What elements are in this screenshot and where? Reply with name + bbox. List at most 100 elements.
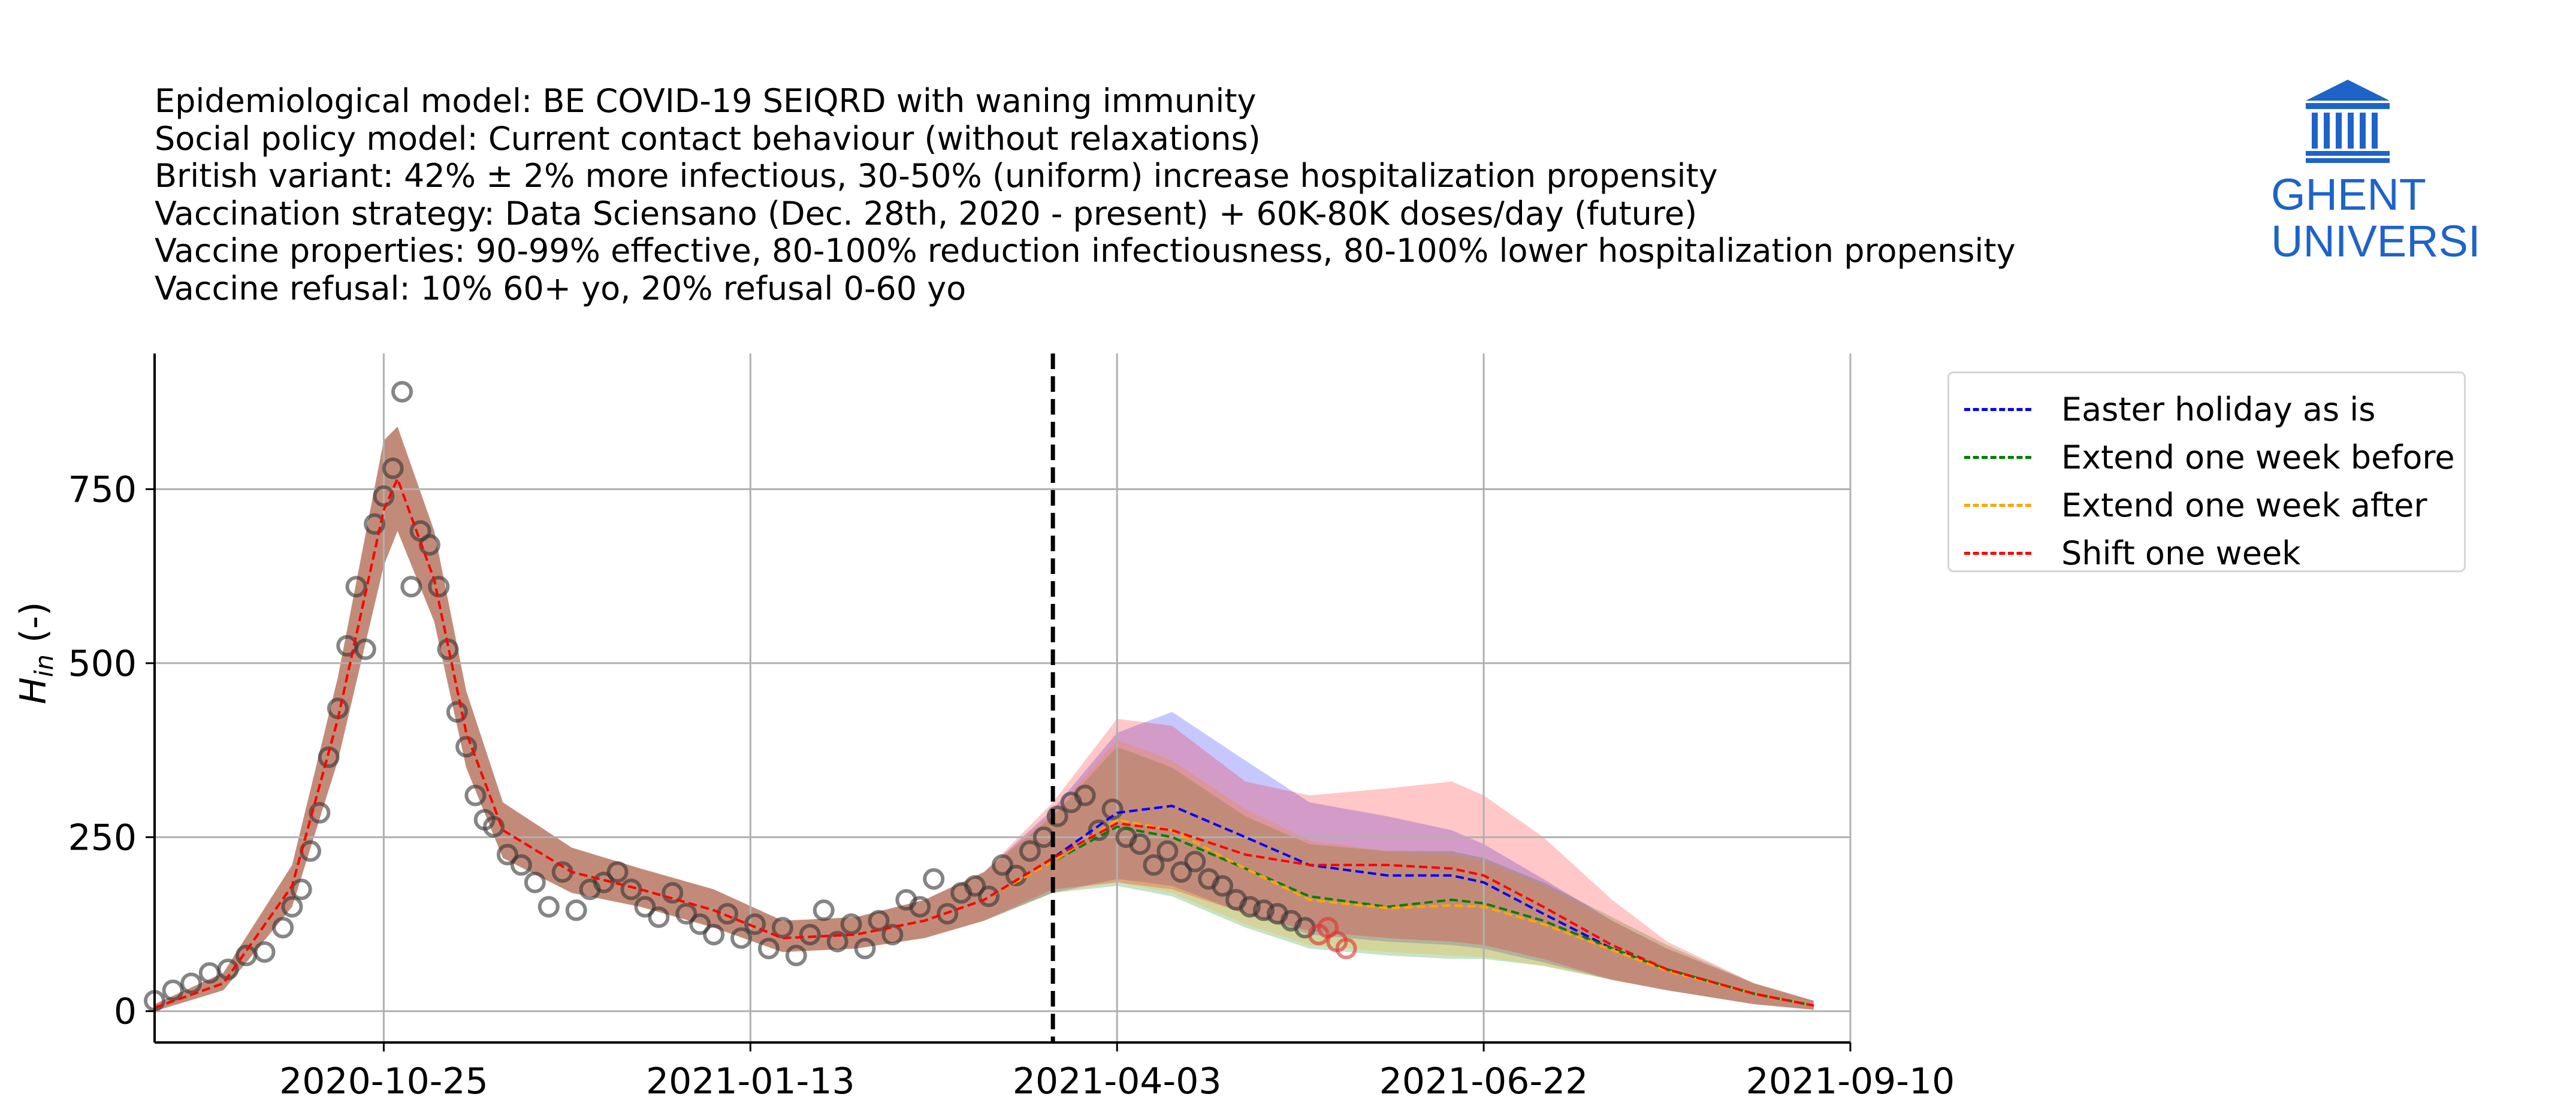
observation-point: [1335, 938, 1357, 960]
observation-point: [1170, 861, 1192, 883]
y-tick-label-1: 250: [68, 817, 137, 859]
header-line-vaccine-refusal: Vaccine refusal: 10% 60+ yo, 20% refusal…: [155, 269, 967, 307]
y-tick-labels: 0 250 500 750: [68, 469, 137, 1033]
y-label-suffix: (-): [13, 602, 55, 655]
observation-point: [923, 868, 945, 890]
legend-swatch-extend-after: [1964, 503, 2031, 507]
observation-point: [799, 923, 821, 945]
observation-point: [840, 913, 862, 935]
grid-lines: [155, 353, 1852, 1042]
observation-point: [648, 906, 670, 928]
header-line-epi: Epidemiological model: BE COVID-19 SEIQR…: [155, 82, 1257, 120]
observation-point: [1088, 819, 1110, 841]
observation-point: [1074, 784, 1096, 806]
observation-point: [744, 913, 766, 935]
x-tick-labels: 2020-10-25 2021-01-13 2021-04-03 2021-06-22…: [279, 1060, 1955, 1100]
observation-point: [1019, 840, 1041, 862]
observation-point: [281, 896, 303, 918]
observation-point: [524, 871, 546, 893]
observation-point: [689, 913, 711, 935]
observation-point: [565, 899, 587, 921]
observation-point: [364, 513, 386, 535]
observation-point: [964, 875, 986, 897]
observation-point: [1184, 850, 1206, 872]
legend-swatch-shift: [1964, 551, 2031, 555]
legend-item-extend-before: Extend one week before: [1964, 433, 2455, 481]
legend-item-extend-after: Extend one week after: [1964, 481, 2427, 529]
observation-point: [496, 844, 518, 866]
university-building-icon: [2306, 80, 2390, 163]
observation-point: [771, 917, 793, 939]
header-line-vaccination: Vaccination strategy: Data Sciensano (De…: [155, 194, 1698, 232]
observation-point: [309, 802, 331, 824]
observation-point: [345, 576, 367, 598]
observation-point: [717, 903, 739, 925]
model-description: Epidemiological model: BE COVID-19 SEIQR…: [155, 82, 2016, 307]
observation-point: [290, 878, 312, 900]
observation-point: [162, 979, 184, 1001]
observation-point: [391, 380, 413, 403]
observation-point: [272, 917, 294, 939]
legend-swatch-extend-before: [1964, 455, 2031, 459]
observation-point: [868, 909, 890, 932]
observation-point: [373, 485, 395, 507]
x-tick-label-0: 2020-10-25: [279, 1060, 488, 1100]
observation-point: [455, 736, 478, 758]
observation-point: [854, 938, 876, 960]
header-line-variant: British variant: 42% ± 2% more infectiou…: [155, 157, 1718, 195]
observation-point: [662, 882, 684, 904]
observation-point: [1046, 805, 1068, 827]
observation-point: [537, 896, 560, 918]
legend-label-easter: Easter holiday as is: [2061, 390, 2376, 428]
observation-point: [757, 938, 780, 960]
y-tick-label-3: 750: [68, 469, 137, 511]
observation-point: [354, 638, 376, 660]
observation-point: [446, 701, 468, 723]
y-axis-label: Hin (-): [13, 602, 59, 705]
observation-point: [1129, 833, 1151, 855]
observation-point: [464, 784, 487, 806]
observation-point: [813, 899, 835, 921]
observation-point: [1239, 896, 1261, 918]
y-tick-label-2: 500: [68, 643, 137, 685]
observation-point: [400, 576, 422, 598]
series-line-3: [154, 475, 1814, 1009]
observation-point: [483, 815, 505, 838]
x-tick-label-2: 2021-04-03: [1013, 1060, 1222, 1100]
observation-point: [1143, 854, 1165, 876]
legend-label-extend-after: Extend one week after: [2061, 486, 2427, 524]
observation-point: [937, 903, 959, 925]
y-tick-label-0: 0: [114, 991, 137, 1033]
header-line-policy: Social policy model: Current contact beh…: [155, 119, 1261, 158]
observation-point: [909, 896, 931, 918]
legend-item-easter: Easter holiday as is: [1964, 385, 2375, 433]
legend-label-shift: Shift one week: [2061, 534, 2301, 572]
y-label-main: H: [13, 677, 55, 704]
observation-point: [180, 972, 203, 995]
legend-swatch-easter: [1964, 407, 2031, 411]
series-lines: [154, 475, 1814, 1009]
legend-item-shift: Shift one week: [1964, 529, 2300, 577]
observation-point: [634, 896, 656, 918]
observation-point: [510, 854, 532, 876]
logo-line2: UNIVERSITY: [2271, 216, 2480, 266]
header-line-vaccine-properties: Vaccine properties: 90-99% effective, 80…: [155, 232, 2016, 270]
observation-point: [703, 923, 725, 945]
observation-point: [881, 923, 904, 945]
axes: [146, 353, 1852, 1051]
observation-point: [675, 903, 697, 925]
logo-line1: GHENT: [2271, 170, 2426, 219]
x-tick-label-1: 2021-01-13: [646, 1060, 855, 1100]
observations: [144, 380, 1357, 1012]
y-label-sub: in: [29, 654, 59, 677]
chart-legend: Easter holiday as is Extend one week bef…: [1947, 371, 2466, 572]
x-tick-label-4: 2021-09-10: [1746, 1060, 1955, 1100]
observation-point: [978, 886, 1000, 908]
observation-point: [826, 930, 848, 953]
observation-point: [730, 927, 753, 949]
x-tick-label-3: 2021-06-22: [1379, 1060, 1589, 1100]
observation-point: [253, 941, 276, 963]
observation-point: [593, 871, 615, 893]
ghent-university-logo: GHENT UNIVERSITY: [2271, 80, 2480, 266]
observation-point: [1101, 798, 1124, 820]
